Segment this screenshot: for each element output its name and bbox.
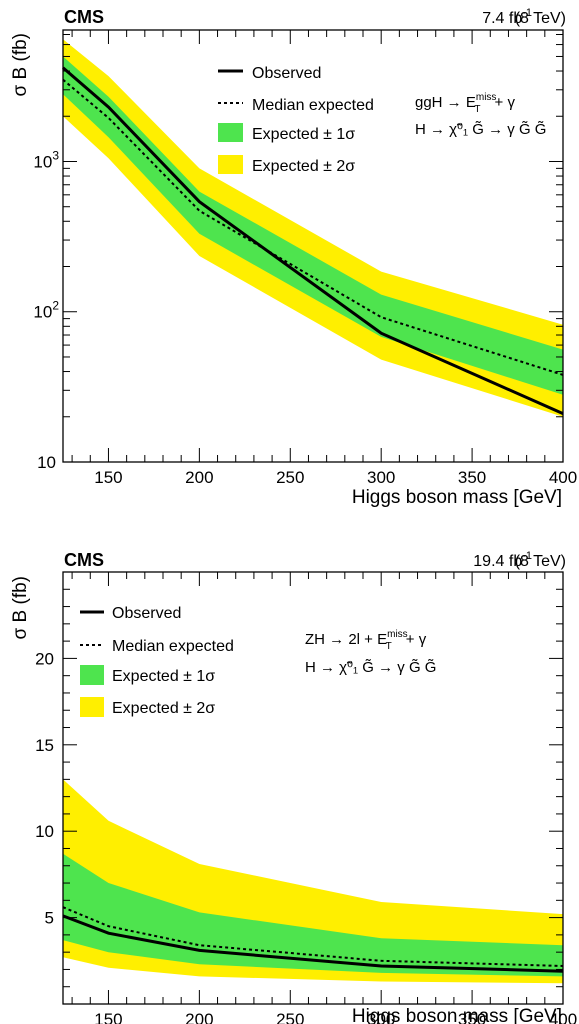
top-lumi-label: 7.4 fb-1 <box>482 7 532 27</box>
bottom-band-1sigma <box>63 853 563 977</box>
top-legend-band1-label: Expected ± 1σ <box>252 126 355 143</box>
bottom-process-annotation: ZH → 2l + Emiss T + γ H → χ̃⁰₁ G̃ → γ G̃ G… <box>305 629 436 676</box>
top-xtick-label: 400 <box>549 468 577 487</box>
bottom-xtick-label: 150 <box>94 1010 122 1024</box>
bottom-process-line2: H → χ̃⁰₁ G̃ → γ G̃ G̃ <box>305 659 436 676</box>
bottom-xtick-label: 300 <box>367 1010 395 1024</box>
bottom-energy-label: (8 TeV) <box>515 553 566 570</box>
bottom-ytick-label: 20 <box>35 649 54 668</box>
bottom-panel: CMS 19.4 fb-1 (8 TeV) 150 200 250 300 350 400… <box>10 550 577 1024</box>
top-yaxis-label: σ B (fb) <box>10 33 31 96</box>
top-panel: CMS 7.4 fb-1 (8 TeV) 150 200 250 300 350 4001… <box>10 7 577 508</box>
bottom-legend-observed-label: Observed <box>112 605 181 622</box>
bottom-legend: Observed Median expected Expected ± 1σ E… <box>80 605 234 717</box>
top-legend-median-label: Median expected <box>252 97 374 114</box>
top-band-1sigma <box>63 56 563 395</box>
top-cms-label: CMS <box>64 7 104 27</box>
bottom-legend-median-label: Median expected <box>112 638 234 655</box>
bottom-cms-label: CMS <box>64 550 104 570</box>
bottom-legend-band2-swatch <box>80 697 104 717</box>
bottom-ytick-label: 15 <box>35 736 54 755</box>
bottom-median-expected-line <box>62 906 564 967</box>
top-ytick-label: 103 <box>33 148 59 171</box>
top-xaxis-label: Higgs boson mass [GeV] <box>352 487 562 508</box>
bottom-observed-line <box>62 914 564 973</box>
bottom-xtick-label: 400 <box>549 1010 577 1024</box>
bottom-ytick-label: 10 <box>35 822 54 841</box>
bottom-yaxis-label: σ B (fb) <box>10 576 31 639</box>
top-xtick-label: 250 <box>276 468 304 487</box>
bottom-ytick-label: 5 <box>45 909 54 928</box>
top-plot-frame <box>62 29 564 463</box>
bottom-lines <box>62 906 564 973</box>
bottom-bands <box>63 779 563 984</box>
top-legend: Observed Median expected Expected ± 1σ E… <box>218 65 374 175</box>
top-energy-label: (8 TeV) <box>515 10 566 27</box>
bottom-xtick-label: 250 <box>276 1010 304 1024</box>
bottom-axis-ticks: 150 200 250 300 350 400 5 10 15 20 <box>35 572 577 1024</box>
bottom-xaxis-label: Higgs boson mass [GeV] <box>352 1006 562 1024</box>
top-legend-band1-swatch <box>218 123 243 142</box>
top-bands <box>63 39 563 417</box>
bottom-xtick-label: 200 <box>185 1010 213 1024</box>
bottom-legend-band2-label: Expected ± 2σ <box>112 700 215 717</box>
bottom-legend-band1-label: Expected ± 1σ <box>112 668 215 685</box>
top-xtick-label: 200 <box>185 468 213 487</box>
bottom-xtick-label: 350 <box>458 1010 486 1024</box>
bottom-lumi-label: 19.4 fb-1 <box>473 550 532 570</box>
bottom-plot-frame <box>62 571 564 1005</box>
top-legend-observed-label: Observed <box>252 65 321 82</box>
top-xtick-label: 150 <box>94 468 122 487</box>
top-process-line2: H → χ̃⁰₁ G̃ → γ G̃ G̃ <box>415 121 546 138</box>
top-ytick-label: 102 <box>33 299 59 322</box>
top-lines <box>62 66 564 415</box>
top-xtick-label: 350 <box>458 468 486 487</box>
top-legend-band2-swatch <box>218 155 243 174</box>
bottom-process-line1: ZH → 2l + Emiss T + γ <box>305 629 427 652</box>
top-axis-ticks: 150 200 250 300 350 400 10 102 103 <box>33 30 577 487</box>
bottom-legend-band1-swatch <box>80 665 104 685</box>
top-xtick-label: 300 <box>367 468 395 487</box>
top-process-line1: ggH → Emiss T + γ <box>415 92 515 115</box>
top-ytick-label: 10 <box>37 453 56 472</box>
top-observed-line <box>62 66 564 415</box>
top-legend-band2-label: Expected ± 2σ <box>252 158 355 175</box>
top-process-annotation: ggH → Emiss T + γ H → χ̃⁰₁ G̃ → γ G̃ G̃ <box>415 92 546 138</box>
top-median-expected-line <box>62 78 564 376</box>
